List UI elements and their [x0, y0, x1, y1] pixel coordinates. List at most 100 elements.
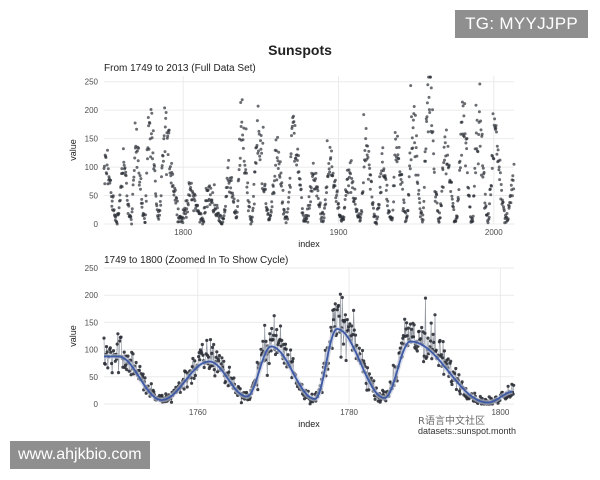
data-point: [219, 214, 223, 218]
data-point: [375, 222, 379, 226]
data-point: [493, 117, 497, 121]
data-point: [451, 205, 455, 209]
data-point: [335, 308, 339, 312]
data-point: [495, 144, 499, 148]
data-point: [133, 156, 137, 160]
data-point: [284, 347, 288, 351]
data-point: [460, 100, 464, 104]
data-point: [422, 354, 426, 358]
data-point: [397, 145, 401, 149]
data-point: [149, 155, 153, 159]
data-point: [429, 75, 432, 79]
data-point: [259, 134, 263, 137]
data-point: [294, 156, 298, 160]
data-point: [454, 219, 458, 223]
data-point: [331, 174, 335, 178]
data-point: [435, 201, 439, 205]
data-point: [325, 191, 328, 195]
data-point: [227, 365, 231, 369]
data-point: [193, 359, 197, 363]
data-point: [272, 333, 276, 337]
data-point: [269, 349, 273, 353]
data-point: [454, 387, 458, 392]
data-point: [323, 206, 326, 210]
data-point: [227, 158, 231, 162]
data-point: [403, 317, 407, 321]
y-axis-label: value: [68, 325, 78, 347]
data-point: [451, 201, 455, 205]
data-point: [501, 200, 505, 204]
data-point: [193, 373, 197, 378]
data-point: [446, 357, 450, 361]
data-point: [320, 215, 324, 219]
data-point: [160, 164, 164, 168]
data-point: [307, 214, 311, 218]
data-point: [401, 336, 405, 340]
data-point: [511, 178, 515, 182]
data-point: [251, 209, 255, 213]
data-point: [343, 198, 347, 201]
data-point: [430, 357, 434, 361]
data-point: [418, 207, 422, 211]
data-point: [314, 171, 318, 175]
data-point: [119, 335, 123, 339]
data-point: [442, 145, 446, 149]
data-point: [192, 209, 196, 213]
data-point: [215, 350, 219, 354]
data-point: [418, 337, 423, 341]
data-point: [323, 198, 327, 202]
data-point: [334, 200, 338, 203]
data-point: [318, 201, 322, 205]
y-tick-label: 200: [85, 106, 99, 115]
data-point: [321, 219, 325, 223]
data-point: [351, 186, 354, 190]
data-point: [189, 181, 193, 185]
data-point: [286, 207, 290, 211]
y-tick-label: 250: [85, 264, 99, 273]
data-point: [343, 313, 347, 317]
data-point: [245, 185, 249, 189]
data-point: [410, 327, 414, 331]
data-point: [254, 161, 258, 165]
data-point: [215, 203, 219, 207]
data-point: [425, 120, 429, 123]
data-point: [464, 141, 468, 145]
data-point: [131, 192, 135, 196]
data-point: [279, 344, 283, 348]
data-point: [316, 197, 320, 200]
data-point: [421, 213, 425, 217]
data-point: [353, 333, 358, 337]
data-point: [499, 183, 503, 186]
data-point: [350, 324, 354, 328]
data-point: [484, 204, 488, 208]
data-point: [423, 296, 428, 300]
data-point: [423, 150, 427, 154]
data-point: [158, 200, 162, 203]
data-point: [149, 382, 153, 386]
data-point: [163, 125, 167, 129]
data-point: [290, 124, 294, 128]
data-point: [396, 134, 399, 138]
data-point: [284, 221, 288, 225]
data-point: [426, 130, 430, 134]
data-point: [322, 216, 326, 220]
data-point: [279, 171, 283, 175]
data-point: [412, 105, 416, 108]
data-point: [125, 198, 129, 202]
data-point: [370, 180, 373, 184]
data-point: [199, 212, 203, 216]
data-point: [427, 95, 431, 99]
data-point: [421, 218, 425, 222]
data-point: [291, 357, 295, 361]
data-point: [367, 388, 371, 392]
data-point: [143, 221, 147, 224]
data-point: [106, 148, 109, 152]
data-point: [285, 210, 289, 214]
data-point: [290, 359, 295, 363]
data-point: [164, 111, 168, 114]
data-point: [166, 153, 170, 157]
data-point: [281, 188, 285, 192]
data-point: [298, 177, 302, 181]
data-point: [265, 373, 269, 377]
data-point: [296, 147, 300, 151]
